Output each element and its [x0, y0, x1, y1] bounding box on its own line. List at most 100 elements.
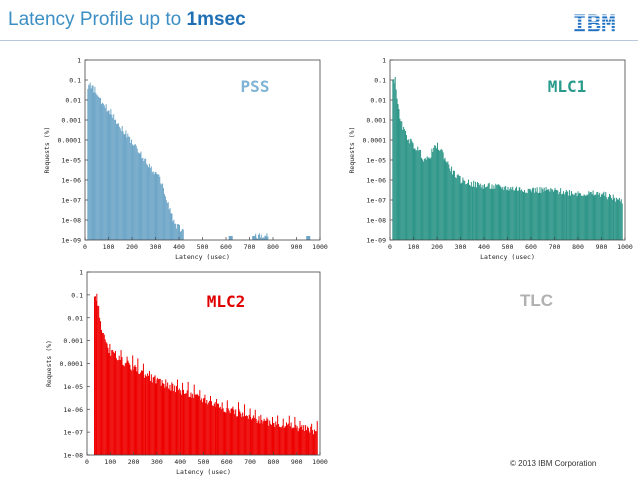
bar [235, 409, 237, 455]
bar [180, 230, 182, 240]
bar [176, 228, 178, 240]
bar [603, 191, 605, 240]
bar [582, 195, 584, 240]
bar [602, 193, 604, 240]
bar [166, 386, 168, 455]
bar [160, 385, 162, 455]
bar [248, 414, 250, 455]
bar [91, 85, 93, 240]
bar [189, 396, 191, 455]
bar [227, 408, 229, 455]
bar [485, 186, 487, 240]
bar [216, 398, 218, 455]
bar [204, 394, 206, 455]
bar [109, 343, 111, 455]
x-tick-label: 100 [104, 458, 116, 466]
bar [124, 363, 126, 455]
bar [97, 95, 99, 240]
x-tick-label: 300 [455, 243, 467, 251]
bar [160, 183, 162, 240]
bars-mlc1 [392, 77, 623, 240]
bar [550, 188, 552, 240]
bar [122, 131, 124, 240]
bar [398, 109, 400, 240]
bar [463, 180, 465, 240]
bar [531, 192, 532, 240]
y-tick-label: 0.0001 [60, 360, 84, 368]
bar [494, 188, 496, 240]
bar [262, 421, 264, 455]
bar [423, 158, 425, 240]
bar [578, 194, 579, 240]
bar [278, 423, 280, 455]
bar [137, 152, 139, 240]
bar [99, 317, 101, 455]
bar [458, 175, 460, 240]
bar [247, 418, 249, 455]
bar [127, 360, 129, 455]
bar [526, 193, 528, 240]
bar [184, 393, 186, 455]
bar [176, 379, 178, 455]
bar [139, 373, 141, 455]
bar [219, 406, 221, 455]
bar [522, 191, 524, 240]
bar [567, 191, 569, 240]
bar [257, 420, 259, 455]
x-tick-label: 900 [291, 458, 303, 466]
bar [579, 193, 581, 240]
bar [145, 158, 147, 240]
bar [100, 97, 102, 240]
x-tick-label: 700 [244, 243, 256, 251]
bar [585, 196, 587, 240]
bar [138, 373, 140, 455]
bar [552, 189, 554, 240]
bar [226, 400, 228, 455]
bar [484, 187, 486, 240]
bar [306, 236, 311, 240]
bar [453, 170, 455, 240]
bar [256, 422, 258, 455]
bar [584, 195, 586, 240]
bar [162, 383, 164, 455]
bar [100, 104, 102, 241]
bar [576, 196, 578, 240]
bar [130, 142, 132, 240]
bar [286, 424, 288, 455]
bar [547, 189, 549, 240]
bar [169, 384, 171, 455]
bar [257, 238, 259, 240]
bar [446, 162, 448, 240]
bar [234, 414, 236, 455]
bar [510, 187, 512, 240]
y-tick-label: 0.001 [61, 117, 81, 125]
bar [296, 426, 298, 455]
bar [311, 423, 313, 455]
bar [574, 192, 576, 240]
bar [140, 372, 142, 455]
bar [195, 394, 197, 455]
bar [413, 148, 415, 240]
bar [114, 353, 116, 455]
x-tick-label: 600 [220, 243, 232, 251]
bar [609, 193, 611, 240]
bar [467, 183, 469, 240]
y-tick-label: 0.01 [370, 97, 386, 105]
bar [275, 421, 277, 455]
bar [228, 410, 230, 455]
bar [520, 190, 522, 240]
bar [157, 379, 159, 455]
bar [290, 422, 292, 455]
bar [437, 149, 439, 240]
bar [264, 235, 266, 240]
bar [475, 181, 477, 240]
bar [154, 171, 156, 240]
bar [454, 177, 456, 240]
x-tick-label: 500 [198, 458, 210, 466]
bar [507, 186, 509, 240]
bar [414, 148, 416, 240]
bar [464, 180, 466, 240]
bar [118, 355, 120, 455]
x-tick-label: 400 [173, 243, 185, 251]
y-tick-label: 0.1 [374, 77, 386, 85]
